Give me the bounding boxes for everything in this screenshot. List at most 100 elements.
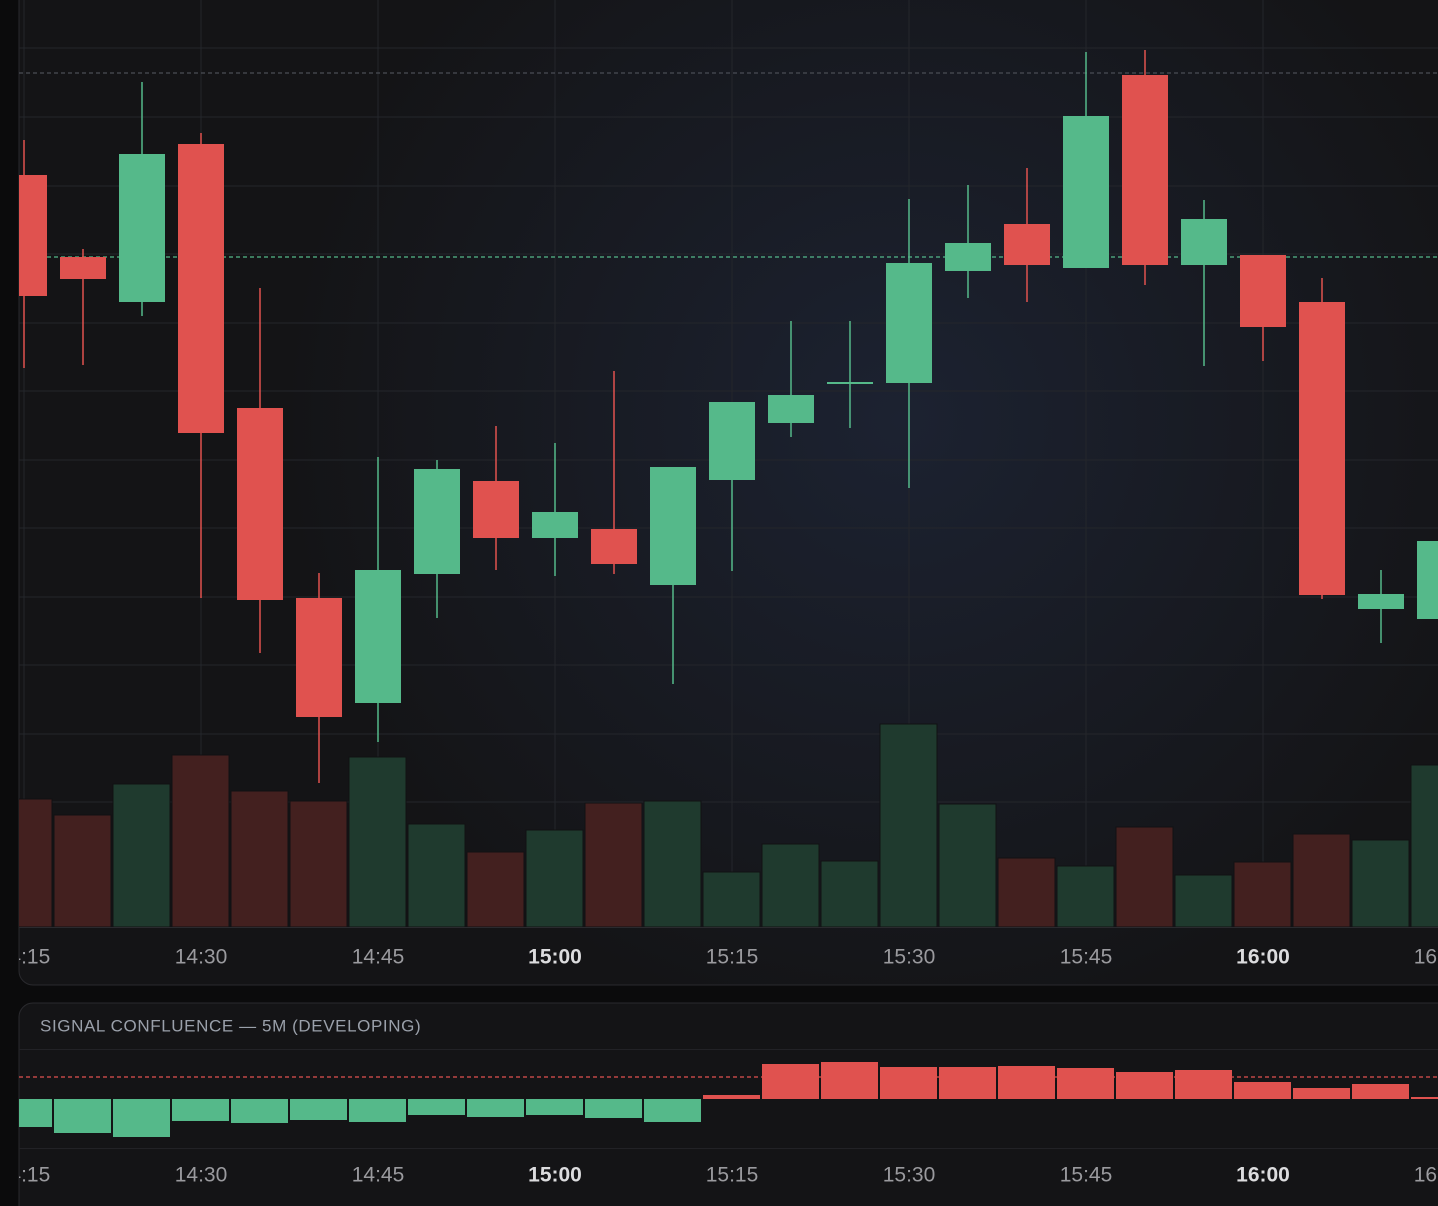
volume-bar [1292, 833, 1351, 927]
signal-bar [998, 1066, 1055, 1099]
x-tick-label: 14:15 [0, 946, 50, 969]
volume-bar [230, 790, 289, 927]
signal-bar [1293, 1088, 1350, 1099]
x-tick-label: 15:15 [706, 946, 759, 969]
signal-bar [19, 1099, 52, 1127]
volume-bar [348, 756, 407, 927]
candle-body [886, 263, 932, 383]
candle-body [473, 481, 519, 538]
candle-body [119, 154, 165, 302]
candle-body [827, 382, 873, 384]
x-axis: 14:15 14:30 14:45 15:00 15:15 15:30 15:45 16:00… [0, 1164, 1438, 1187]
x-axis: 14:15 14:30 14:45 15:00 15:15 15:30 15:45 16:00… [0, 946, 1438, 969]
volume-bar [584, 802, 643, 927]
candle-body [1417, 541, 1438, 619]
volume-bar [1351, 839, 1410, 927]
signal-bar [703, 1095, 760, 1099]
candle-body [296, 598, 342, 717]
signal-bar [1175, 1070, 1232, 1099]
x-tick-label: 16:00 [1236, 946, 1290, 969]
signal-bar [54, 1099, 111, 1133]
signal-bar [762, 1064, 819, 1099]
signal-bar [821, 1062, 878, 1099]
x-tick-label: 14:45 [352, 946, 405, 969]
panel-title: SIGNAL CONFLUENCE — 5M (DEVELOPING) [40, 1016, 421, 1035]
candle-body [945, 243, 991, 271]
candle-body [1122, 75, 1168, 265]
candle-body [178, 144, 224, 433]
x-tick-label: 14:30 [175, 1164, 228, 1187]
candle-body [1358, 594, 1404, 609]
signal-bar [1234, 1082, 1291, 1099]
candle-body [1063, 116, 1109, 268]
signal-bar [585, 1099, 642, 1118]
candle-body [1181, 219, 1227, 265]
candle-body [709, 402, 755, 480]
volume-bar [466, 851, 525, 927]
candle-body [19, 175, 47, 296]
signal-bar [939, 1067, 996, 1099]
signal-bar [172, 1099, 229, 1121]
volume-bar [525, 829, 584, 927]
volume-bar [1056, 865, 1115, 927]
signal-bar [1057, 1068, 1114, 1099]
signal-bar [231, 1099, 288, 1123]
price-plot [19, 0, 1438, 927]
signal-bar [408, 1099, 465, 1115]
volume-bar [1174, 874, 1233, 927]
signal-bar [349, 1099, 406, 1122]
x-tick-label: 15:30 [883, 946, 936, 969]
x-tick-label: 16:00 [1236, 1164, 1290, 1187]
signal-bar [290, 1099, 347, 1120]
candle-body [532, 512, 578, 538]
x-tick-label: 15:00 [528, 1164, 582, 1187]
x-tick-label: 16:15 [1414, 946, 1438, 969]
candle-body [1004, 224, 1050, 265]
volume-bar [997, 857, 1056, 927]
signal-bar [113, 1099, 170, 1137]
signal-bar [467, 1099, 524, 1117]
candle-body [355, 570, 401, 703]
candle-body [237, 408, 283, 600]
x-tick-label: 15:30 [883, 1164, 936, 1187]
candle-body [414, 469, 460, 574]
volume-bar [171, 754, 230, 927]
signal-bar [526, 1099, 583, 1115]
candle-body [1240, 255, 1286, 327]
volume-bar [643, 800, 702, 927]
volume-bar [938, 803, 997, 927]
signal-bar [1116, 1072, 1173, 1099]
volume-bar [761, 843, 820, 927]
x-tick-label: 15:15 [706, 1164, 759, 1187]
volume-bar [1233, 861, 1292, 927]
x-tick-label: 15:45 [1060, 946, 1113, 969]
volume-bar [820, 860, 879, 927]
x-tick-label: 15:00 [528, 946, 582, 969]
signal-bar [644, 1099, 701, 1122]
x-tick-label: 15:45 [1060, 1164, 1113, 1187]
volume-bar [407, 823, 466, 927]
x-tick-label: 14:30 [175, 946, 228, 969]
x-tick-label: 14:15 [0, 1164, 50, 1187]
volume-bar [1410, 764, 1438, 927]
volume-bar [289, 800, 348, 927]
x-tick-label: 16:15 [1414, 1164, 1438, 1187]
volume-bar [19, 798, 53, 927]
signal-plot [19, 1062, 1438, 1137]
volume-bar [53, 814, 112, 927]
candle-body [768, 395, 814, 423]
candle-body [650, 467, 696, 585]
x-tick-label: 14:45 [352, 1164, 405, 1187]
signal-bar [1352, 1084, 1409, 1099]
volume-bar [1115, 826, 1174, 927]
candle-body [1299, 302, 1345, 595]
candle-body [60, 257, 106, 279]
signal-bar [1411, 1097, 1438, 1099]
volume-bar [702, 871, 761, 927]
signal-bar [880, 1067, 937, 1099]
volume-bar [112, 783, 171, 927]
candle-body [591, 529, 637, 564]
volume-bar [879, 723, 938, 927]
